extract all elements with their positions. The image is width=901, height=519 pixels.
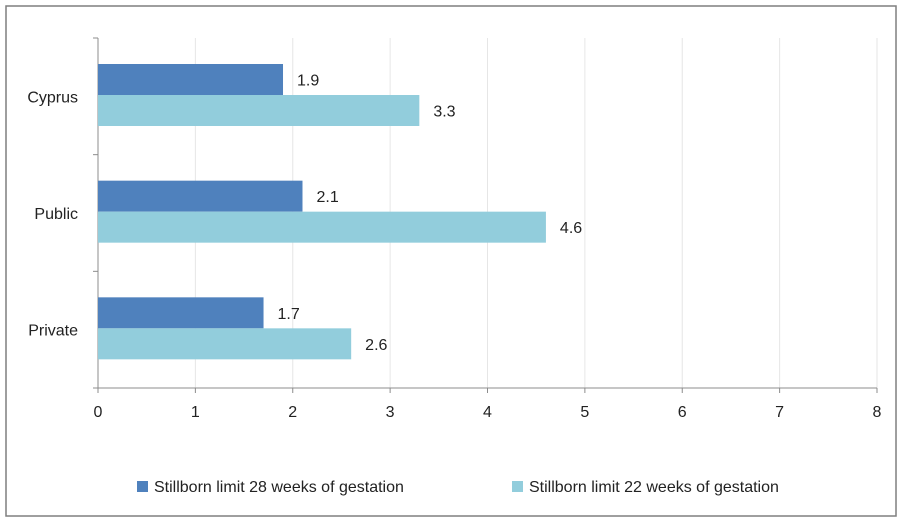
- data-label: 4.6: [560, 220, 582, 237]
- category-label: Public: [34, 206, 78, 223]
- data-label: 2.6: [365, 337, 387, 354]
- x-tick-label: 8: [873, 404, 882, 421]
- bar: [98, 64, 284, 95]
- bar: [98, 328, 352, 360]
- data-label: 1.9: [297, 73, 319, 90]
- x-tick-label: 0: [94, 404, 103, 421]
- category-label: Cyprus: [27, 89, 78, 106]
- x-tick-label: 4: [483, 404, 492, 421]
- x-tick-label: 6: [678, 404, 687, 421]
- x-tick-label: 1: [191, 404, 200, 421]
- bar: [98, 211, 546, 243]
- data-label: 3.3: [433, 104, 455, 121]
- legend-label: Stillborn limit 22 weeks of gestation: [529, 479, 779, 496]
- x-tick-label: 5: [580, 404, 589, 421]
- legend-swatch: [512, 481, 523, 492]
- legend: Stillborn limit 28 weeks of gestation Sti…: [137, 479, 779, 496]
- legend-label: Stillborn limit 28 weeks of gestation: [154, 479, 404, 496]
- legend-swatch: [137, 481, 148, 492]
- bar: [98, 297, 264, 329]
- labels: 1.9 3.3 2.1 4.6 1.7 2.6: [278, 73, 583, 354]
- bar: [98, 95, 420, 126]
- x-tick-label: 3: [386, 404, 395, 421]
- x-tick-label: 7: [775, 404, 784, 421]
- bars: [98, 64, 546, 360]
- bar: [98, 180, 303, 212]
- x-tick-label: 2: [288, 404, 297, 421]
- data-label: 1.7: [278, 306, 300, 323]
- category-label: Private: [28, 323, 78, 340]
- data-label: 2.1: [316, 189, 338, 206]
